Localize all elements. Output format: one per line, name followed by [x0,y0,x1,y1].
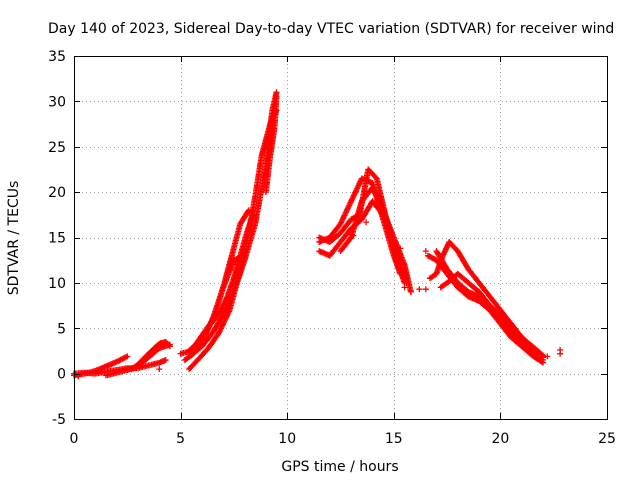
data-point-isolated [422,286,429,293]
x-tick-label: 10 [278,431,296,447]
y-tick-label: 25 [48,140,66,156]
data-point [221,298,228,305]
x-tick-label: 5 [176,431,185,447]
data-point [444,243,451,250]
y-tick-label: 30 [48,94,66,110]
x-tick-label: 20 [491,431,509,447]
data-point [443,245,449,252]
x-tick-label: 25 [598,431,616,447]
y-tick-label: 0 [57,367,66,383]
data-point [165,342,172,349]
y-tick-label: 15 [48,231,66,247]
data-point [538,358,545,365]
data-point-isolated [544,353,551,360]
x-axis-label: GPS time / hours [281,459,398,475]
y-tick-label: 35 [48,49,66,65]
data-point [250,211,257,218]
data-point-isolated [162,341,169,348]
data-point-isolated [540,354,546,361]
grid-layer [74,56,607,419]
data-point-isolated [156,366,163,373]
chart-title: Day 140 of 2023, Sidereal Day-to-day VTE… [48,21,614,37]
data-point-isolated [416,286,423,293]
data-point [218,305,225,312]
data-point [120,355,127,362]
x-tick-label: 0 [70,431,79,447]
data-point [441,249,448,256]
y-tick-label: 20 [48,185,66,201]
y-tick-label: 10 [48,276,66,292]
data-point [123,354,129,361]
data-point [540,359,546,366]
data-points-layer [71,89,564,380]
data-point-isolated [557,347,564,353]
data-point [245,208,251,215]
data-point [162,357,169,363]
data-point-isolated [401,284,408,291]
y-tick-label: -5 [52,412,66,428]
data-point [220,303,226,309]
data-point [273,93,280,100]
data-point-isolated [350,232,357,239]
data-point-isolated [397,245,404,252]
data-point [124,353,131,360]
data-point-isolated [407,288,414,295]
data-point-isolated [508,327,515,334]
data-point-isolated [392,243,399,250]
x-tick-label: 15 [385,431,403,447]
y-axis-label: SDTVAR / TECUs [6,181,22,296]
data-point-isolated [422,248,429,255]
y-tick-label: 5 [57,321,66,337]
data-point [245,207,252,214]
data-point-isolated [363,219,370,226]
data-point [166,343,173,350]
